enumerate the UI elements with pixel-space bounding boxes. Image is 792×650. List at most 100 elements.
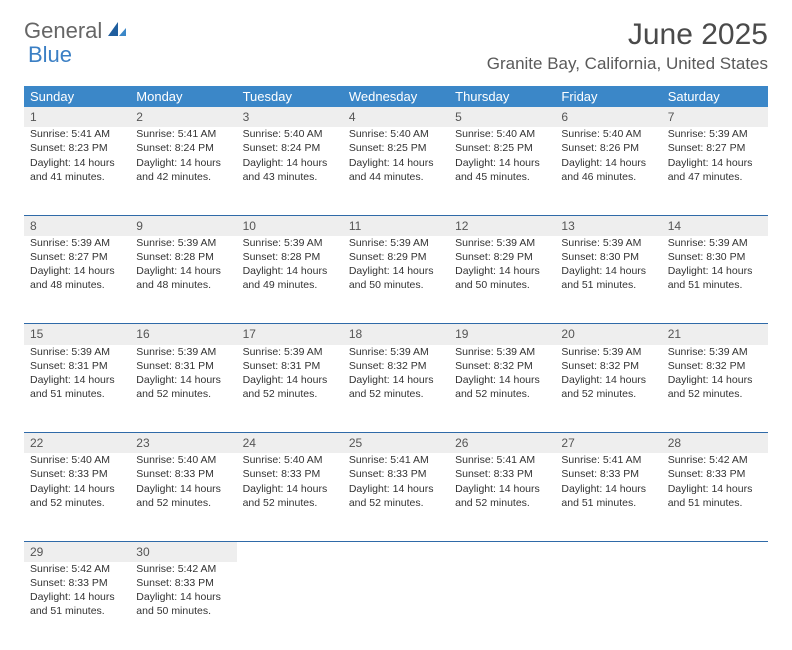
day-cell: Sunrise: 5:39 AMSunset: 8:27 PMDaylight:… [662,127,768,215]
day-cell: Sunrise: 5:40 AMSunset: 8:24 PMDaylight:… [237,127,343,215]
logo-text-blue: Blue [28,42,72,68]
day-number-cell: 23 [130,433,236,453]
day-number-cell: 27 [555,433,661,453]
day-number-cell: 17 [237,324,343,344]
day-detail-line: Sunrise: 5:41 AM [136,127,230,141]
day-detail-line: Sunset: 8:30 PM [668,250,762,264]
day-cell: Sunrise: 5:41 AMSunset: 8:33 PMDaylight:… [343,453,449,541]
day-detail-line: Sunset: 8:33 PM [30,576,124,590]
day-cell: Sunrise: 5:39 AMSunset: 8:28 PMDaylight:… [130,236,236,324]
day-number-cell: 20 [555,324,661,344]
day-detail-line: Sunrise: 5:39 AM [668,127,762,141]
day-detail-line: Sunrise: 5:41 AM [349,453,443,467]
day-number-cell: 22 [24,433,130,453]
day-detail-line: Daylight: 14 hours [349,373,443,387]
day-detail-line: Daylight: 14 hours [561,264,655,278]
day-number-cell [237,542,343,562]
day-cell [555,562,661,650]
day-detail-line: Sunset: 8:33 PM [668,467,762,481]
day-detail-line: Sunrise: 5:39 AM [561,345,655,359]
day-detail-line: and 52 minutes. [136,496,230,510]
day-number-cell: 9 [130,216,236,236]
day-detail-line: Daylight: 14 hours [243,373,337,387]
day-cell: Sunrise: 5:39 AMSunset: 8:32 PMDaylight:… [449,345,555,433]
day-number-cell: 30 [130,542,236,562]
day-cell: Sunrise: 5:40 AMSunset: 8:25 PMDaylight:… [449,127,555,215]
weekday-header: Tuesday [237,86,343,107]
day-detail-line: Daylight: 14 hours [349,264,443,278]
day-detail-line: Sunset: 8:31 PM [30,359,124,373]
day-number-cell: 16 [130,324,236,344]
day-detail-line: Daylight: 14 hours [668,156,762,170]
day-cell: Sunrise: 5:39 AMSunset: 8:31 PMDaylight:… [24,345,130,433]
day-detail-line: and 44 minutes. [349,170,443,184]
day-cell: Sunrise: 5:40 AMSunset: 8:33 PMDaylight:… [237,453,343,541]
day-number-cell: 29 [24,542,130,562]
day-detail-line: Sunrise: 5:40 AM [243,453,337,467]
weekday-header: Saturday [662,86,768,107]
day-cell: Sunrise: 5:39 AMSunset: 8:28 PMDaylight:… [237,236,343,324]
weekday-header: Friday [555,86,661,107]
day-detail-line: Sunset: 8:29 PM [455,250,549,264]
day-detail-line: Daylight: 14 hours [243,482,337,496]
day-cell [237,562,343,650]
day-detail-line: Sunset: 8:28 PM [243,250,337,264]
day-detail-line: and 52 minutes. [668,387,762,401]
weekday-header: Thursday [449,86,555,107]
day-number-cell: 10 [237,216,343,236]
day-detail-line: Sunset: 8:27 PM [30,250,124,264]
day-detail-line: and 52 minutes. [136,387,230,401]
day-cell: Sunrise: 5:39 AMSunset: 8:32 PMDaylight:… [343,345,449,433]
day-detail-line: Sunset: 8:32 PM [349,359,443,373]
day-detail-line: Daylight: 14 hours [349,156,443,170]
day-number-cell: 6 [555,107,661,127]
day-number-cell [662,542,768,562]
day-detail-line: and 52 minutes. [561,387,655,401]
day-number-cell: 26 [449,433,555,453]
day-detail-line: Sunrise: 5:40 AM [136,453,230,467]
day-detail-line: Sunrise: 5:39 AM [455,345,549,359]
day-cell: Sunrise: 5:42 AMSunset: 8:33 PMDaylight:… [662,453,768,541]
day-detail-line: Sunrise: 5:39 AM [668,236,762,250]
day-cell: Sunrise: 5:39 AMSunset: 8:31 PMDaylight:… [237,345,343,433]
weekday-header: Wednesday [343,86,449,107]
day-number-row: 15161718192021 [24,324,768,344]
day-detail-line: Daylight: 14 hours [455,482,549,496]
day-detail-line: and 51 minutes. [668,278,762,292]
day-detail-line: and 45 minutes. [455,170,549,184]
day-number-cell: 11 [343,216,449,236]
day-detail-line: and 52 minutes. [455,387,549,401]
day-number-cell: 4 [343,107,449,127]
day-detail-line: Sunrise: 5:40 AM [455,127,549,141]
day-content-row: Sunrise: 5:42 AMSunset: 8:33 PMDaylight:… [24,562,768,650]
day-detail-line: Sunset: 8:32 PM [455,359,549,373]
day-detail-line: Daylight: 14 hours [561,482,655,496]
day-detail-line: and 43 minutes. [243,170,337,184]
day-number-cell: 12 [449,216,555,236]
day-number-cell: 13 [555,216,661,236]
day-detail-line: Daylight: 14 hours [243,156,337,170]
day-detail-line: and 41 minutes. [30,170,124,184]
day-detail-line: and 51 minutes. [30,387,124,401]
day-number-row: 1234567 [24,107,768,127]
day-detail-line: and 42 minutes. [136,170,230,184]
day-number-row: 891011121314 [24,216,768,236]
day-detail-line: Sunset: 8:33 PM [561,467,655,481]
day-detail-line: Sunset: 8:31 PM [136,359,230,373]
day-detail-line: Sunrise: 5:39 AM [668,345,762,359]
day-detail-line: Daylight: 14 hours [136,590,230,604]
day-detail-line: Sunrise: 5:39 AM [455,236,549,250]
day-detail-line: and 50 minutes. [455,278,549,292]
day-number-cell: 25 [343,433,449,453]
day-cell: Sunrise: 5:42 AMSunset: 8:33 PMDaylight:… [130,562,236,650]
day-detail-line: Daylight: 14 hours [668,264,762,278]
day-number-cell: 5 [449,107,555,127]
day-cell: Sunrise: 5:42 AMSunset: 8:33 PMDaylight:… [24,562,130,650]
day-detail-line: Sunrise: 5:39 AM [243,345,337,359]
title-block: June 2025 Granite Bay, California, Unite… [487,18,768,74]
day-cell: Sunrise: 5:39 AMSunset: 8:31 PMDaylight:… [130,345,236,433]
day-content-row: Sunrise: 5:40 AMSunset: 8:33 PMDaylight:… [24,453,768,541]
day-detail-line: Daylight: 14 hours [349,482,443,496]
day-cell: Sunrise: 5:39 AMSunset: 8:32 PMDaylight:… [662,345,768,433]
day-number-cell [449,542,555,562]
